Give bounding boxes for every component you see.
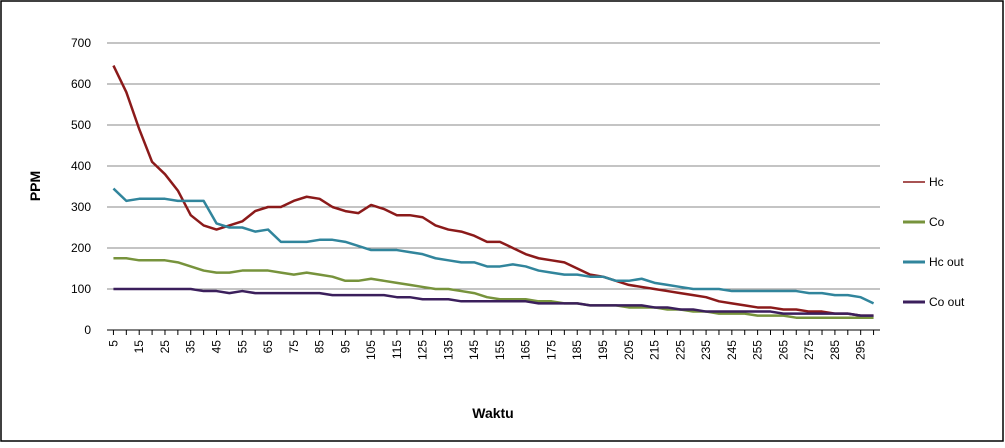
y-tick-label: 500 xyxy=(71,118,91,132)
series-line xyxy=(112,187,875,305)
x-tick-label: 135 xyxy=(441,340,455,360)
y-tick-label: 600 xyxy=(71,77,91,91)
x-tick-label: 115 xyxy=(390,340,404,359)
x-tick-label: 165 xyxy=(519,340,533,360)
x-tick-label: 35 xyxy=(184,340,198,354)
x-tick-label: 285 xyxy=(828,340,842,360)
x-tick-label: 185 xyxy=(570,340,584,360)
x-tick-label: 5 xyxy=(106,340,120,347)
x-tick-label: 55 xyxy=(235,340,249,354)
x-tick-label: 245 xyxy=(725,340,739,360)
y-tick-label: 400 xyxy=(71,159,91,173)
series-line xyxy=(112,65,874,317)
x-tick-label: 145 xyxy=(467,340,481,360)
y-tick-label: 200 xyxy=(71,241,91,255)
x-tick-label: 25 xyxy=(158,340,172,354)
y-tick-label: 0 xyxy=(84,323,91,337)
x-axis-label: Waktu xyxy=(472,405,513,421)
x-tick-label: 235 xyxy=(699,340,713,360)
x-tick-label: 175 xyxy=(544,340,558,360)
x-tick-label: 105 xyxy=(364,340,378,360)
x-tick-label: 85 xyxy=(313,340,327,354)
x-tick-label: 75 xyxy=(287,340,301,354)
y-tick-label: 100 xyxy=(71,282,91,296)
x-tick-label: 125 xyxy=(416,340,430,360)
x-tick-label: 45 xyxy=(210,340,224,354)
series-line xyxy=(113,287,874,317)
legend-label: Co out xyxy=(929,295,965,309)
y-tick-label: 300 xyxy=(71,200,91,214)
x-tick-label: 255 xyxy=(751,340,765,360)
x-tick-label: 155 xyxy=(493,340,507,360)
x-tick-label: 275 xyxy=(802,340,816,360)
x-tick-label: 195 xyxy=(596,340,610,360)
legend-label: Hc xyxy=(929,175,944,189)
x-tick-label: 15 xyxy=(132,340,146,354)
x-tick-label: 205 xyxy=(622,340,636,360)
legend-label: Hc out xyxy=(929,255,964,269)
y-tick-label: 700 xyxy=(71,36,91,50)
legend-label: Co xyxy=(929,215,945,229)
x-tick-label: 65 xyxy=(261,340,275,354)
x-tick-label: 265 xyxy=(776,340,790,360)
x-tick-label: 225 xyxy=(673,340,687,360)
x-tick-label: 295 xyxy=(854,340,868,360)
series-line xyxy=(113,257,874,319)
y-axis-label: PPM xyxy=(27,171,43,201)
x-tick-label: 95 xyxy=(338,340,352,354)
x-tick-label: 215 xyxy=(648,340,662,360)
